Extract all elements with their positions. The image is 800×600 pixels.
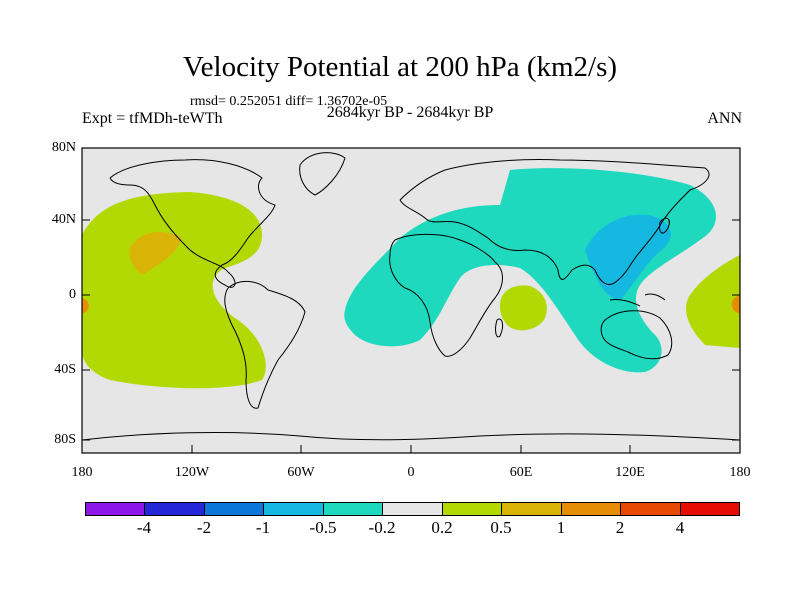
positive-anomaly-pacific-core xyxy=(129,232,182,275)
coast-madagascar xyxy=(495,318,504,338)
positive-anomaly-east-pacific xyxy=(685,255,740,348)
colorbar-label: -0.5 xyxy=(309,518,337,537)
coast-africa xyxy=(389,233,503,357)
colorbar-box xyxy=(323,503,384,515)
positive-anomaly-east-pacific-core xyxy=(731,295,740,314)
colorbar-label: 4 xyxy=(675,518,685,537)
colorbar-label: -1 xyxy=(255,518,271,537)
colorbar-box xyxy=(502,503,562,515)
y-label-40s: 40S xyxy=(54,362,76,377)
y-label-80s: 80S xyxy=(54,432,76,447)
colorbar-box xyxy=(86,503,146,515)
period-label: 2684kyr BP - 2684kyr BP xyxy=(326,104,494,121)
x-label-120w: 120W xyxy=(174,465,210,480)
positive-anomaly-indian-ocean xyxy=(500,285,547,331)
colorbar-box xyxy=(204,503,265,515)
x-label-0: 0 xyxy=(407,465,415,480)
y-label-80n: 80N xyxy=(51,140,76,155)
positive-anomaly-pacific xyxy=(82,192,266,389)
x-label-180w: 180 xyxy=(71,465,93,480)
x-label-60w: 60W xyxy=(287,465,315,480)
contour-fields xyxy=(82,168,740,389)
stats-text: rmsd= 0.252051 diff= 1.36702e-05 xyxy=(190,94,388,109)
x-label-180e: 180 xyxy=(729,465,751,480)
coast-greenland xyxy=(299,152,346,196)
coast-north-america xyxy=(109,159,276,288)
colorbar-label: 0.5 xyxy=(490,518,512,537)
negative-anomaly-asia-core xyxy=(585,214,671,300)
colorbar-box xyxy=(442,503,503,515)
coast-eurasia xyxy=(399,158,710,285)
coastlines xyxy=(82,152,740,441)
x-label-60e: 60E xyxy=(509,465,533,480)
colorbar-box xyxy=(383,503,443,515)
y-label-0: 0 xyxy=(69,287,76,302)
colorbar-label: -4 xyxy=(136,518,152,537)
experiment-label: Expt = tfMDh-teWTh xyxy=(82,110,223,127)
axis-ticks xyxy=(81,147,741,453)
colorbar-label: -0.2 xyxy=(368,518,396,537)
colorbar-label: -2 xyxy=(196,518,212,537)
x-label-120e: 120E xyxy=(615,465,645,480)
coast-antarctica xyxy=(82,432,740,441)
colorbar-label: 0.2 xyxy=(431,518,453,537)
colorbar-box xyxy=(561,503,622,515)
colorbar-label: 1 xyxy=(556,518,566,537)
colorbar-box xyxy=(680,503,739,515)
y-label-40n: 40N xyxy=(51,212,76,227)
positive-anomaly-dateline-edge xyxy=(82,298,89,314)
colorbar-box xyxy=(621,503,681,515)
colorbar xyxy=(85,502,740,516)
colorbar-box xyxy=(264,503,324,515)
coast-indonesia xyxy=(609,293,666,307)
colorbar-label: 2 xyxy=(615,518,625,537)
colorbar-box xyxy=(145,503,205,515)
plot-title: Velocity Potential at 200 hPa (km2/s) xyxy=(182,51,618,83)
season-label: ANN xyxy=(707,110,742,127)
coast-japan xyxy=(659,217,670,234)
coast-australia xyxy=(600,310,673,360)
coast-south-america xyxy=(224,281,306,409)
